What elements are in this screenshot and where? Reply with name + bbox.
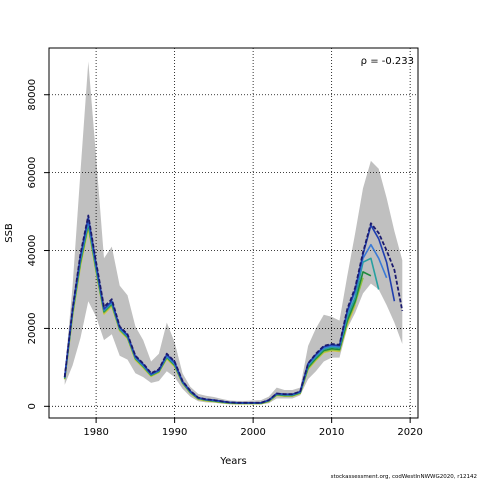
y-tick-label: 80000 xyxy=(27,79,38,111)
confidence-band xyxy=(64,61,403,405)
x-tick-label: 2000 xyxy=(240,427,265,438)
y-tick-label: 20000 xyxy=(27,313,38,345)
x-tick-label: 1980 xyxy=(83,427,108,438)
rho-annotation: ρ = -0.233 xyxy=(361,56,414,67)
y-tick-label: 40000 xyxy=(27,235,38,267)
y-axis-title: SSB xyxy=(4,223,15,243)
series-line xyxy=(63,214,404,404)
x-tick-label: 2020 xyxy=(397,427,422,438)
y-tick-label: 0 xyxy=(27,403,38,409)
x-tick-label: 2010 xyxy=(319,427,344,438)
y-tick-label: 60000 xyxy=(27,157,38,189)
confidence-band-layer xyxy=(64,61,403,405)
x-tick-label: 1990 xyxy=(162,427,187,438)
footer-credit: stockassessment.org, codWestInNWWG2020, … xyxy=(331,474,477,480)
plot-frame xyxy=(48,47,419,419)
y-axis: 0 20000 40000 60000 80000 xyxy=(27,79,49,410)
x-axis-title: Years xyxy=(219,456,246,467)
series-layer xyxy=(63,214,404,405)
x-axis: 1980 1990 2000 2010 2020 xyxy=(83,418,423,438)
